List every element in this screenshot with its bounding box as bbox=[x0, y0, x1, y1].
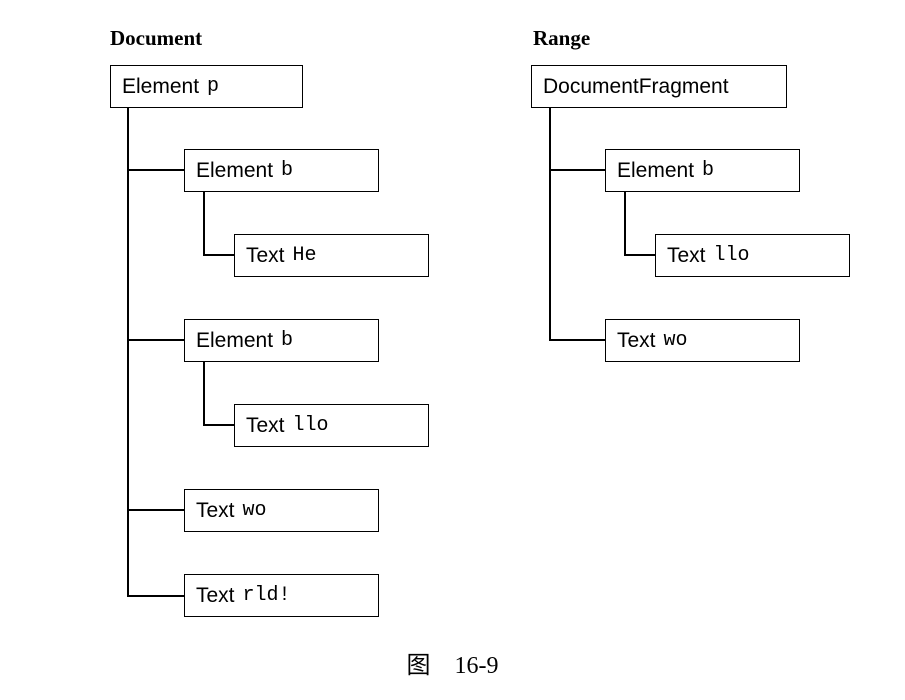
document-branch-line-4 bbox=[127, 595, 184, 597]
node-value: b bbox=[281, 159, 294, 182]
document-root-node: Element p bbox=[110, 65, 303, 108]
figure-caption: 图 16-9 bbox=[406, 653, 499, 679]
node-kind: Text bbox=[246, 413, 285, 437]
range-heading: Range bbox=[533, 26, 591, 50]
document-branch-line-1 bbox=[127, 169, 184, 171]
document-branch-line-3 bbox=[127, 509, 184, 511]
range-text-node: Text llo bbox=[655, 234, 850, 277]
document-heading: Document bbox=[110, 26, 203, 50]
node-kind: Element bbox=[196, 158, 274, 182]
document-text-node: Text llo bbox=[234, 404, 429, 447]
document-sub-trunk-1 bbox=[203, 191, 205, 256]
node-kind: Text bbox=[196, 583, 235, 607]
node-value: wo bbox=[663, 329, 688, 352]
document-text-node: Text He bbox=[234, 234, 429, 277]
document-element-b-node: Element b bbox=[184, 149, 379, 192]
node-value: llo bbox=[292, 414, 329, 437]
document-trunk-line bbox=[127, 107, 129, 597]
document-branch-line-2 bbox=[127, 339, 184, 341]
range-branch-line-2 bbox=[549, 339, 605, 341]
node-value: llo bbox=[713, 244, 750, 267]
node-kind: Text bbox=[246, 243, 285, 267]
range-element-b-node: Element b bbox=[605, 149, 800, 192]
node-kind: Text bbox=[617, 328, 656, 352]
range-sub-trunk-1 bbox=[624, 191, 626, 256]
node-value: b bbox=[702, 159, 715, 182]
document-sub-trunk-2 bbox=[203, 361, 205, 426]
node-kind: Element bbox=[122, 74, 200, 98]
node-kind: Element bbox=[617, 158, 695, 182]
range-text-node: Text wo bbox=[605, 319, 800, 362]
node-value: wo bbox=[242, 499, 267, 522]
range-sub-branch-1 bbox=[624, 254, 655, 256]
node-value: p bbox=[207, 75, 220, 98]
node-kind: Text bbox=[667, 243, 706, 267]
node-value: b bbox=[281, 329, 294, 352]
range-trunk-line bbox=[549, 107, 551, 341]
document-sub-branch-2 bbox=[203, 424, 234, 426]
node-kind: Element bbox=[196, 328, 274, 352]
document-text-node: Text wo bbox=[184, 489, 379, 532]
node-kind: Text bbox=[196, 498, 235, 522]
document-sub-branch-1 bbox=[203, 254, 234, 256]
range-root-node: DocumentFragment bbox=[531, 65, 787, 108]
document-element-b-node: Element b bbox=[184, 319, 379, 362]
document-text-node: Text rld! bbox=[184, 574, 379, 617]
node-value: rld! bbox=[242, 584, 291, 607]
range-branch-line-1 bbox=[549, 169, 605, 171]
node-kind: DocumentFragment bbox=[543, 74, 729, 98]
node-value: He bbox=[292, 244, 317, 267]
